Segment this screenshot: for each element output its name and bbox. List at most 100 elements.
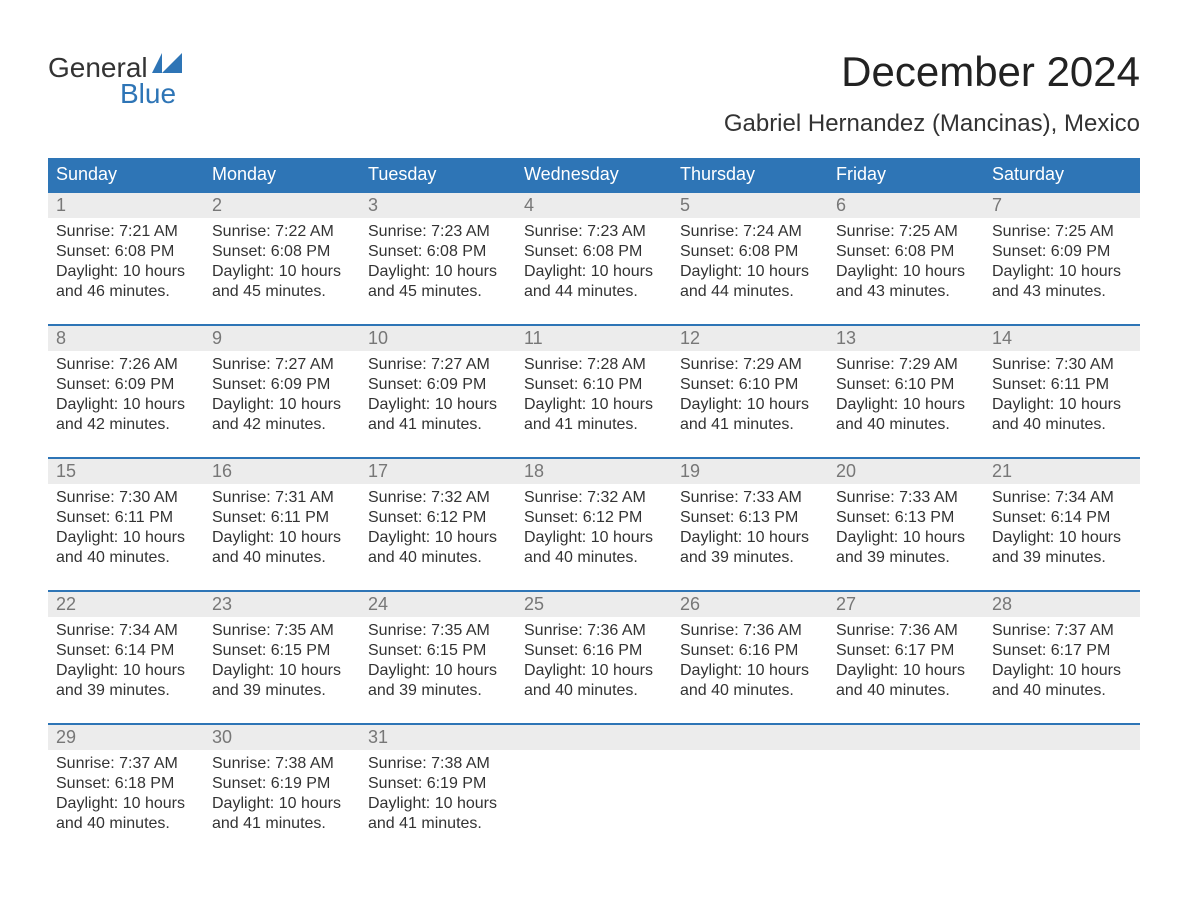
weekday-header: Wednesday [516,158,672,191]
day-cell: Sunrise: 7:27 AMSunset: 6:09 PMDaylight:… [204,351,360,439]
day-number: 24 [360,592,516,617]
daylight-text: and 40 minutes. [56,814,196,834]
weekday-header-row: Sunday Monday Tuesday Wednesday Thursday… [48,158,1140,191]
day-number: 9 [204,326,360,351]
day-cell: Sunrise: 7:32 AMSunset: 6:12 PMDaylight:… [516,484,672,572]
day-cell: Sunrise: 7:35 AMSunset: 6:15 PMDaylight:… [204,617,360,705]
day-cell [984,750,1140,838]
sunset-text: Sunset: 6:09 PM [56,375,196,395]
location: Gabriel Hernandez (Mancinas), Mexico [724,110,1140,138]
daylight-text: and 45 minutes. [368,282,508,302]
daylight-text: Daylight: 10 hours [56,395,196,415]
daynum-row: 22232425262728 [48,592,1140,617]
sunset-text: Sunset: 6:09 PM [992,242,1132,262]
weekday-header: Friday [828,158,984,191]
day-number [828,725,984,750]
sunrise-text: Sunrise: 7:23 AM [524,222,664,242]
day-number: 20 [828,459,984,484]
sunrise-text: Sunrise: 7:29 AM [680,355,820,375]
daylight-text: and 40 minutes. [524,681,664,701]
daylight-text: and 42 minutes. [56,415,196,435]
daylight-text: Daylight: 10 hours [368,262,508,282]
daylight-text: Daylight: 10 hours [212,661,352,681]
day-number: 14 [984,326,1140,351]
sunset-text: Sunset: 6:16 PM [524,641,664,661]
sunrise-text: Sunrise: 7:30 AM [992,355,1132,375]
daynum-row: 15161718192021 [48,459,1140,484]
day-cell: Sunrise: 7:21 AMSunset: 6:08 PMDaylight:… [48,218,204,306]
daylight-text: and 43 minutes. [992,282,1132,302]
daylight-text: and 44 minutes. [524,282,664,302]
day-cell: Sunrise: 7:36 AMSunset: 6:17 PMDaylight:… [828,617,984,705]
weekday-header: Sunday [48,158,204,191]
day-number: 16 [204,459,360,484]
sunset-text: Sunset: 6:18 PM [56,774,196,794]
day-number: 22 [48,592,204,617]
sunrise-text: Sunrise: 7:34 AM [56,621,196,641]
daylight-text: and 40 minutes. [992,415,1132,435]
day-cell: Sunrise: 7:24 AMSunset: 6:08 PMDaylight:… [672,218,828,306]
sunrise-text: Sunrise: 7:27 AM [212,355,352,375]
sunrise-text: Sunrise: 7:31 AM [212,488,352,508]
weekday-header: Monday [204,158,360,191]
sunset-text: Sunset: 6:12 PM [368,508,508,528]
daylight-text: Daylight: 10 hours [680,395,820,415]
day-cell: Sunrise: 7:23 AMSunset: 6:08 PMDaylight:… [360,218,516,306]
sunrise-text: Sunrise: 7:26 AM [56,355,196,375]
day-number: 31 [360,725,516,750]
day-number [672,725,828,750]
day-cell: Sunrise: 7:36 AMSunset: 6:16 PMDaylight:… [672,617,828,705]
day-number: 23 [204,592,360,617]
sunrise-text: Sunrise: 7:21 AM [56,222,196,242]
day-cell: Sunrise: 7:25 AMSunset: 6:09 PMDaylight:… [984,218,1140,306]
day-number [984,725,1140,750]
daylight-text: and 40 minutes. [992,681,1132,701]
daylight-text: and 39 minutes. [836,548,976,568]
sunrise-text: Sunrise: 7:36 AM [524,621,664,641]
logo-text-2: Blue [120,78,176,110]
daynum-row: 891011121314 [48,326,1140,351]
daylight-text: and 41 minutes. [680,415,820,435]
sunrise-text: Sunrise: 7:32 AM [524,488,664,508]
day-number: 7 [984,193,1140,218]
daylight-text: Daylight: 10 hours [56,661,196,681]
week-row: 891011121314 Sunrise: 7:26 AMSunset: 6:09… [48,324,1140,439]
day-cell [672,750,828,838]
day-number: 17 [360,459,516,484]
weekday-header: Thursday [672,158,828,191]
daylight-text: and 39 minutes. [992,548,1132,568]
daylight-text: Daylight: 10 hours [836,395,976,415]
day-number: 18 [516,459,672,484]
daylight-text: Daylight: 10 hours [56,528,196,548]
sunrise-text: Sunrise: 7:35 AM [368,621,508,641]
daylight-text: Daylight: 10 hours [368,528,508,548]
day-number: 30 [204,725,360,750]
sunrise-text: Sunrise: 7:37 AM [992,621,1132,641]
daylight-text: and 39 minutes. [680,548,820,568]
day-number: 25 [516,592,672,617]
sunset-text: Sunset: 6:08 PM [836,242,976,262]
day-cell: Sunrise: 7:22 AMSunset: 6:08 PMDaylight:… [204,218,360,306]
day-cell: Sunrise: 7:34 AMSunset: 6:14 PMDaylight:… [984,484,1140,572]
daylight-text: Daylight: 10 hours [524,395,664,415]
sunset-text: Sunset: 6:12 PM [524,508,664,528]
day-cell: Sunrise: 7:38 AMSunset: 6:19 PMDaylight:… [204,750,360,838]
sunrise-text: Sunrise: 7:28 AM [524,355,664,375]
day-number: 12 [672,326,828,351]
day-number: 8 [48,326,204,351]
day-cell: Sunrise: 7:34 AMSunset: 6:14 PMDaylight:… [48,617,204,705]
sunrise-text: Sunrise: 7:36 AM [680,621,820,641]
daylight-text: Daylight: 10 hours [992,262,1132,282]
day-number: 2 [204,193,360,218]
week-row: 22232425262728Sunrise: 7:34 AMSunset: 6:… [48,590,1140,705]
day-cell: Sunrise: 7:38 AMSunset: 6:19 PMDaylight:… [360,750,516,838]
sunset-text: Sunset: 6:17 PM [836,641,976,661]
daynum-row: 293031 [48,725,1140,750]
day-cell: Sunrise: 7:36 AMSunset: 6:16 PMDaylight:… [516,617,672,705]
sunset-text: Sunset: 6:15 PM [368,641,508,661]
day-cell: Sunrise: 7:30 AMSunset: 6:11 PMDaylight:… [48,484,204,572]
day-cell: Sunrise: 7:29 AMSunset: 6:10 PMDaylight:… [828,351,984,439]
daynum-row: 1234567 [48,193,1140,218]
daylight-text: and 41 minutes. [368,415,508,435]
day-cell: Sunrise: 7:35 AMSunset: 6:15 PMDaylight:… [360,617,516,705]
